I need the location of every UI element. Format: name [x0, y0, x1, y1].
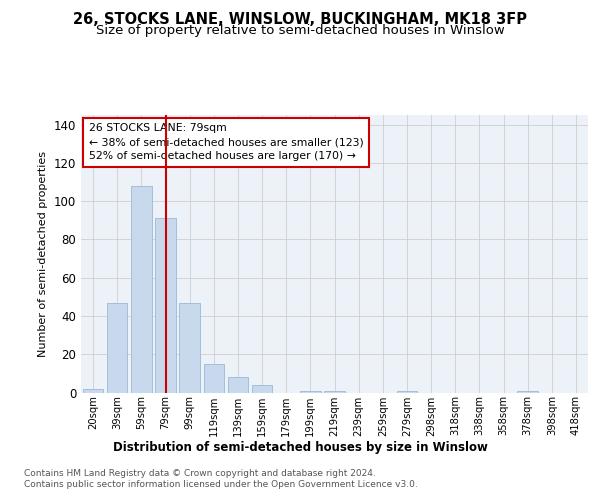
- Bar: [203, 364, 224, 392]
- Bar: [227, 377, 248, 392]
- Bar: [83, 388, 103, 392]
- Bar: [107, 302, 127, 392]
- Bar: [252, 385, 272, 392]
- Text: Contains HM Land Registry data © Crown copyright and database right 2024.: Contains HM Land Registry data © Crown c…: [24, 469, 376, 478]
- Text: Contains public sector information licensed under the Open Government Licence v3: Contains public sector information licen…: [24, 480, 418, 489]
- Bar: [131, 186, 152, 392]
- Bar: [324, 390, 345, 392]
- Text: 26 STOCKS LANE: 79sqm
← 38% of semi-detached houses are smaller (123)
52% of sem: 26 STOCKS LANE: 79sqm ← 38% of semi-deta…: [89, 124, 364, 162]
- Bar: [300, 390, 320, 392]
- Bar: [179, 302, 200, 392]
- Bar: [517, 390, 538, 392]
- Y-axis label: Number of semi-detached properties: Number of semi-detached properties: [38, 151, 48, 357]
- Text: Distribution of semi-detached houses by size in Winslow: Distribution of semi-detached houses by …: [113, 441, 487, 454]
- Bar: [155, 218, 176, 392]
- Bar: [397, 390, 417, 392]
- Text: 26, STOCKS LANE, WINSLOW, BUCKINGHAM, MK18 3FP: 26, STOCKS LANE, WINSLOW, BUCKINGHAM, MK…: [73, 12, 527, 28]
- Text: Size of property relative to semi-detached houses in Winslow: Size of property relative to semi-detach…: [95, 24, 505, 37]
